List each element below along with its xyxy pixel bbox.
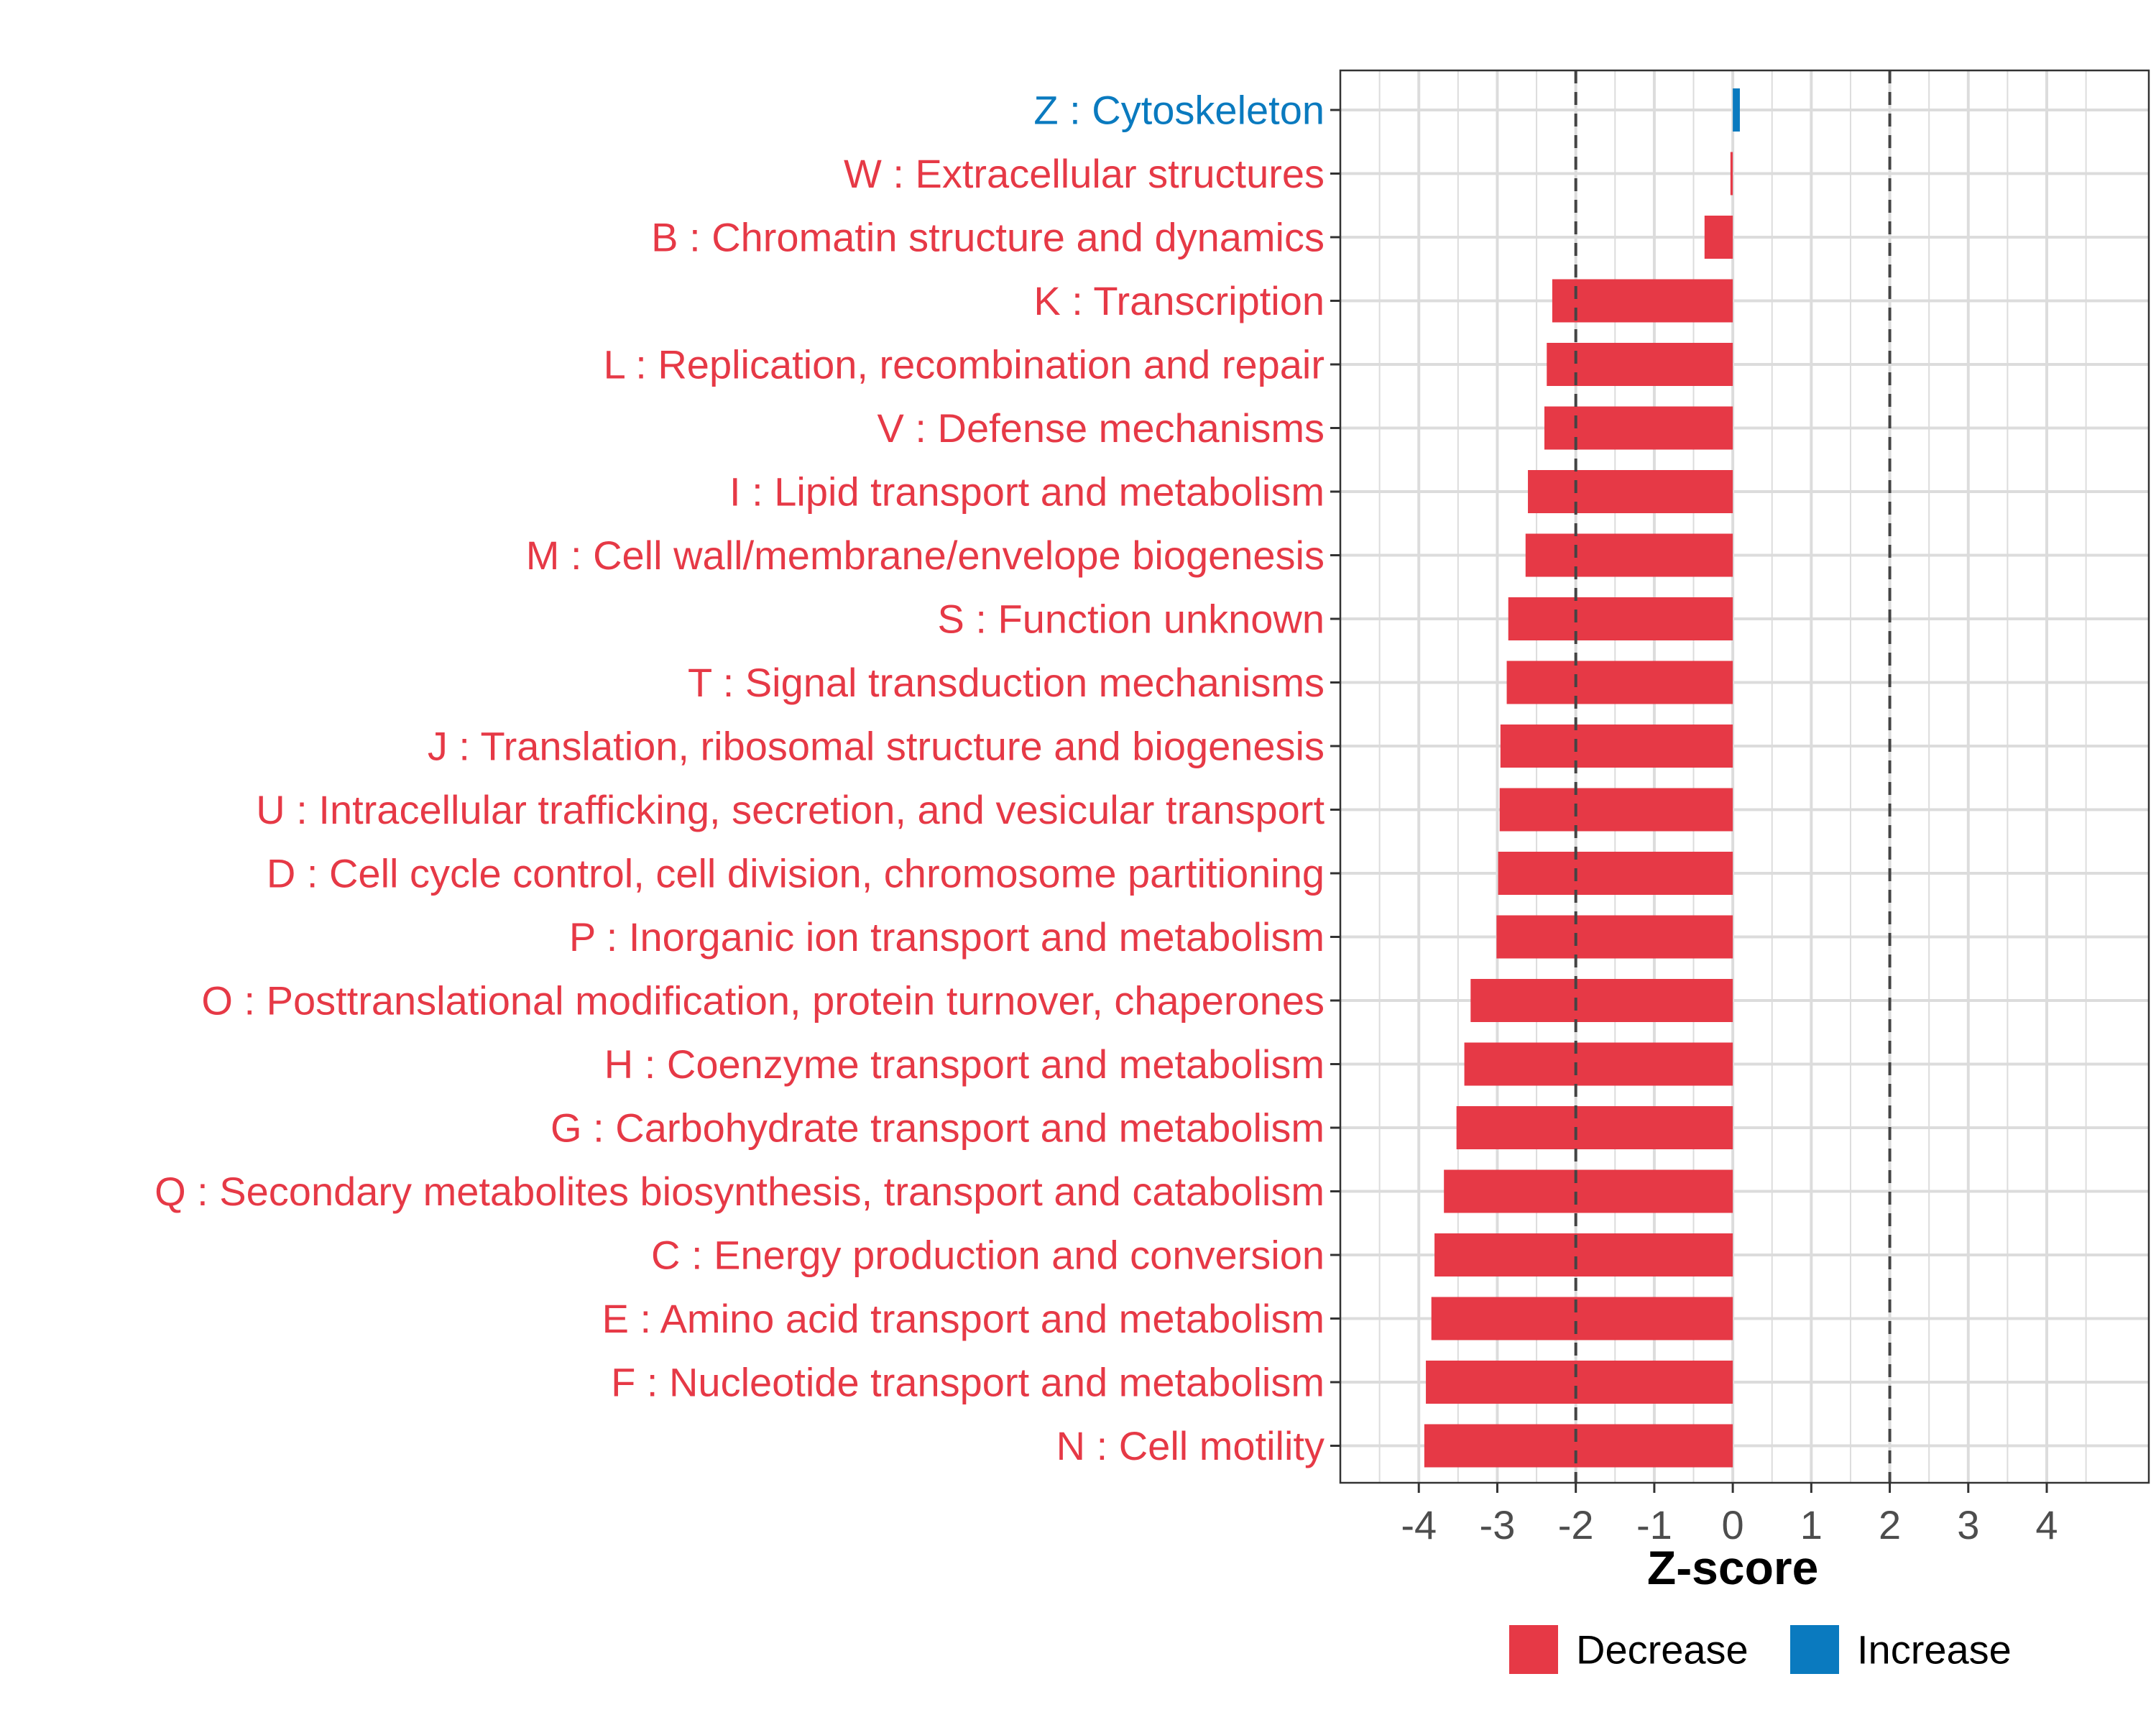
category-label: Q : Secondary metabolites biosynthesis, … — [155, 1169, 1325, 1214]
reference-lines — [1574, 70, 1892, 1483]
category-label: I : Lipid transport and metabolism — [729, 469, 1325, 515]
category-label: F : Nucleotide transport and metabolism — [611, 1360, 1325, 1405]
category-label: H : Coenzyme transport and metabolism — [604, 1041, 1325, 1087]
bar-v — [1544, 406, 1733, 450]
legend-label-increase: Increase — [1857, 1627, 2012, 1673]
category-label: K : Transcription — [1033, 278, 1325, 323]
bar-f — [1426, 1361, 1733, 1404]
bar-q — [1444, 1169, 1733, 1213]
y-axis-ticks — [1330, 109, 1340, 1447]
x-tick-label: 1 — [1800, 1502, 1823, 1547]
horizontal-gridlines — [1340, 109, 2149, 1448]
bar-w — [1730, 152, 1733, 196]
category-label: T : Signal transduction mechanisms — [688, 660, 1325, 705]
category-label: C : Energy production and conversion — [651, 1233, 1325, 1278]
plot-panel-border — [1339, 69, 2150, 1484]
bar-z — [1733, 88, 1740, 132]
bar-d — [1498, 852, 1733, 895]
category-label: Z : Cytoskeleton — [1033, 88, 1325, 133]
category-label: O : Posttranslational modification, prot… — [201, 978, 1325, 1024]
legend: Decrease Increase — [1509, 1625, 2012, 1674]
x-tick-label: -1 — [1636, 1502, 1672, 1547]
bar-p — [1496, 915, 1733, 959]
bar-h — [1464, 1042, 1733, 1086]
legend-swatch-increase — [1790, 1625, 1839, 1674]
bar-c — [1434, 1233, 1733, 1276]
bar-i — [1528, 470, 1733, 513]
bar-j — [1500, 724, 1733, 768]
bar-u — [1499, 788, 1733, 832]
bar-m — [1525, 533, 1733, 577]
x-tick-label: 3 — [1957, 1502, 1979, 1547]
category-label: B : Chromatin structure and dynamics — [651, 215, 1325, 260]
category-label: P : Inorganic ion transport and metaboli… — [569, 914, 1325, 960]
category-label: E : Amino acid transport and metabolism — [602, 1296, 1325, 1341]
bar-l — [1547, 343, 1733, 386]
x-axis-title: Z-score — [1647, 1541, 1818, 1594]
x-tick-label: 4 — [2035, 1502, 2058, 1547]
bar-s — [1508, 597, 1733, 640]
category-label: W : Extracellular structures — [844, 151, 1325, 196]
x-tick-label: -4 — [1401, 1502, 1437, 1547]
bar-t — [1506, 661, 1733, 704]
bar-group — [1424, 88, 1740, 1468]
y-axis-labels: Z : Cytoskeleton W : Extracellular struct… — [155, 88, 1325, 1469]
category-label: G : Carbohydrate transport and metabolis… — [550, 1105, 1325, 1151]
category-label: D : Cell cycle control, cell division, c… — [267, 851, 1325, 896]
category-label: U : Intracellular trafficking, secretion… — [256, 787, 1325, 832]
x-tick-label: -3 — [1480, 1502, 1516, 1547]
category-label: M : Cell wall/membrane/envelope biogenes… — [526, 533, 1325, 578]
legend-swatch-decrease — [1509, 1625, 1558, 1674]
legend-label-decrease: Decrease — [1576, 1627, 1749, 1673]
bar-e — [1431, 1297, 1733, 1340]
bar-k — [1552, 279, 1733, 323]
x-axis-labels: -4 -3 -2 -1 0 1 2 3 4 — [1401, 1502, 2058, 1547]
category-label: J : Translation, ribosomal structure and… — [428, 724, 1325, 769]
category-label: N : Cell motility — [1056, 1423, 1325, 1468]
x-tick-label: 2 — [1879, 1502, 1901, 1547]
bar-o — [1470, 979, 1733, 1022]
x-tick-label: -2 — [1558, 1502, 1594, 1547]
bar-n — [1424, 1424, 1733, 1468]
category-label: L : Replication, recombination and repai… — [604, 342, 1325, 387]
category-label: V : Defense mechanisms — [877, 405, 1325, 451]
bar-b — [1704, 216, 1733, 259]
category-label: S : Function unknown — [937, 597, 1325, 642]
bar-g — [1456, 1106, 1733, 1149]
x-tick-label: 0 — [1722, 1502, 1744, 1547]
x-axis-ticks — [1417, 1483, 2048, 1493]
